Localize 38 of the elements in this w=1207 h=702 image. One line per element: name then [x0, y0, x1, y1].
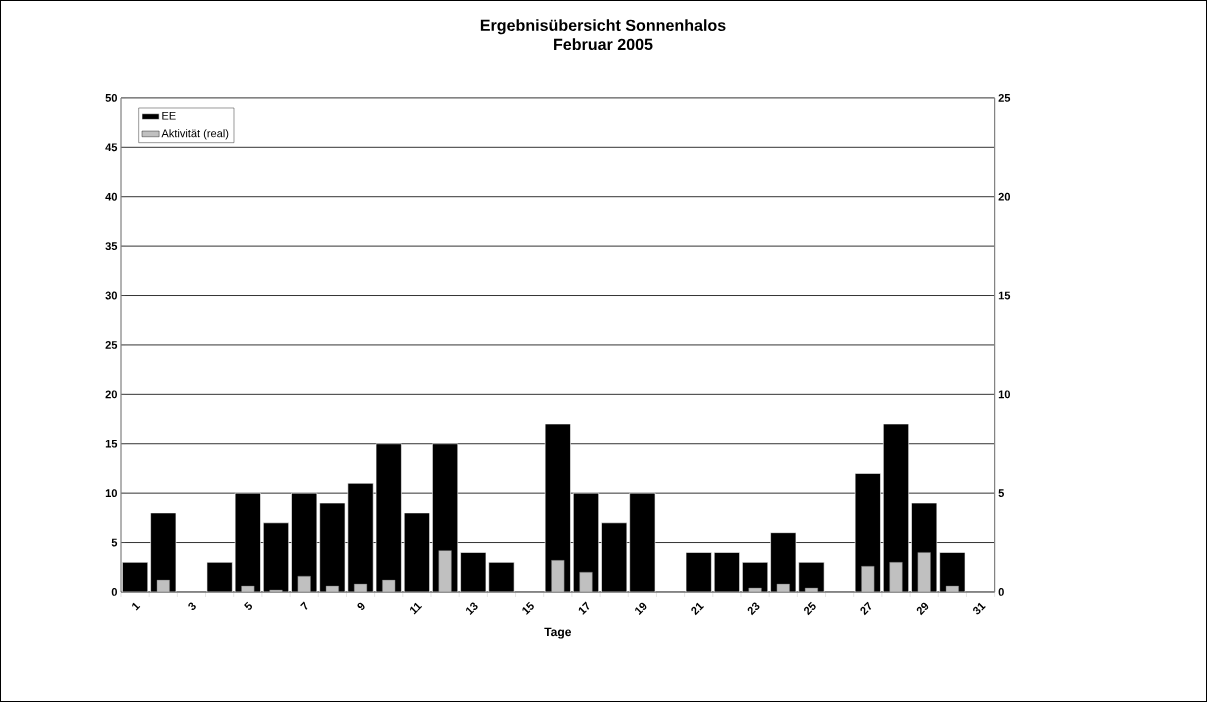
y2-tick-label: 15: [998, 291, 1011, 300]
x-tick-label: 17: [578, 601, 590, 615]
legend-label: Aktivität (real): [161, 129, 229, 140]
x-tick-label: 19: [635, 602, 647, 615]
x-axis-title: Tage: [544, 627, 572, 639]
x-tick-label: 3: [188, 602, 196, 611]
legend-label: EE: [162, 112, 176, 120]
y2-tick-label: 25: [998, 94, 1011, 102]
y-tick-label: 25: [105, 341, 118, 349]
chart-title: Ergebnisübersicht Sonnenhalos: [480, 19, 726, 35]
chart-subtitle: Februar 2005: [554, 38, 653, 51]
x-tick-label: 29: [916, 602, 929, 616]
y2-tick-label: 0: [998, 588, 1004, 596]
y-tick-label: 5: [111, 538, 118, 547]
y-tick-label: 30: [105, 291, 117, 300]
y-tick-label: 10: [105, 489, 117, 498]
x-tick-label: 31: [973, 602, 986, 615]
x-tick-label: 23: [747, 602, 760, 616]
x-tick-label: 27: [860, 601, 872, 616]
x-tick-label: 1: [132, 602, 141, 611]
x-tick-label: 13: [466, 602, 478, 615]
x-tick-label: 11: [410, 602, 423, 615]
x-tick-label: 7: [300, 601, 308, 610]
y2-tick-label: 10: [998, 390, 1010, 399]
x-tick-label: 5: [244, 601, 253, 610]
x-tick-label: 9: [357, 602, 365, 610]
y-tick-label: 35: [105, 242, 118, 251]
y-tick-label: 40: [105, 192, 117, 201]
y-tick-label: 15: [105, 439, 118, 448]
y-tick-label: 50: [105, 94, 117, 102]
y-tick-label: 45: [105, 143, 118, 152]
y2-tick-label: 20: [998, 192, 1010, 201]
y-tick-label: 0: [111, 588, 117, 596]
x-tick-label: 21: [691, 602, 704, 616]
x-tick-label: 25: [804, 601, 816, 616]
y2-tick-label: 5: [998, 489, 1004, 498]
y-tick-label: 20: [105, 390, 117, 399]
x-tick-label: 15: [522, 601, 534, 615]
